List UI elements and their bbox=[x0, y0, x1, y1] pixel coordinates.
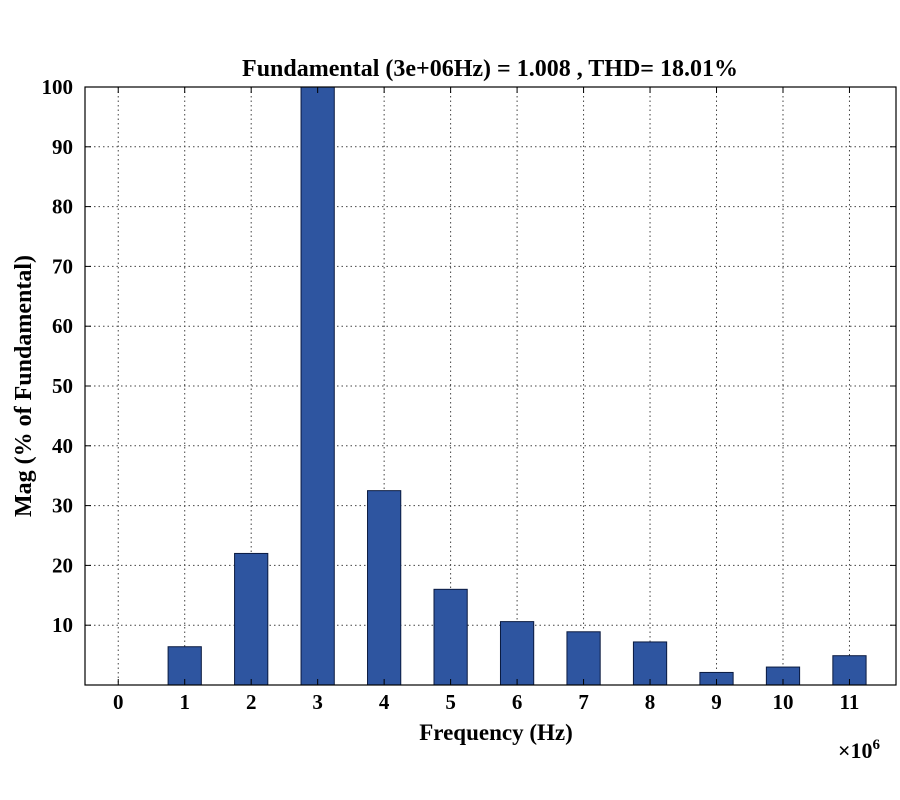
bar-harmonic-4 bbox=[367, 490, 402, 686]
x-tick-label: 11 bbox=[840, 690, 860, 714]
x-axis-multiplier-base: ×10 bbox=[838, 738, 873, 763]
grid-lines bbox=[85, 86, 896, 685]
x-tick-label: 4 bbox=[379, 690, 390, 714]
x-axis-multiplier-exponent: 6 bbox=[873, 737, 881, 753]
y-tick-label: 30 bbox=[52, 494, 73, 518]
bar-harmonic-8 bbox=[632, 641, 668, 686]
x-tick-label: 2 bbox=[246, 690, 257, 714]
x-tick-label: 9 bbox=[711, 690, 722, 714]
y-tick-label: 10 bbox=[52, 613, 73, 637]
tick-marks bbox=[85, 86, 896, 685]
x-tick-label: 8 bbox=[645, 690, 656, 714]
y-tick-label: 90 bbox=[52, 135, 73, 159]
x-tick-label: 7 bbox=[578, 690, 589, 714]
y-tick-label: 40 bbox=[52, 434, 73, 458]
bars bbox=[167, 86, 867, 686]
x-tick-labels: 0 1 2 3 4 5 6 7 8 9 10 11 bbox=[113, 690, 859, 714]
y-tick-label: 60 bbox=[52, 314, 73, 338]
y-tick-labels: 10 20 30 40 50 60 70 80 90 100 bbox=[42, 75, 74, 637]
bar-harmonic-5 bbox=[433, 588, 468, 686]
y-axis-label: Mag (% of Fundamental) bbox=[11, 255, 37, 517]
chart-title: Fundamental (3e+06Hz) = 1.008 , THD= 18.… bbox=[242, 56, 738, 82]
y-tick-label: 80 bbox=[52, 195, 73, 219]
bar-harmonic-6 bbox=[499, 621, 535, 686]
x-tick-label: 5 bbox=[445, 690, 456, 714]
x-tick-label: 1 bbox=[179, 690, 190, 714]
y-tick-label: 20 bbox=[52, 553, 73, 577]
x-tick-label: 10 bbox=[772, 690, 793, 714]
y-tick-label: 70 bbox=[52, 254, 73, 278]
bar-harmonic-2 bbox=[234, 552, 269, 686]
x-axis-multiplier: ×106 bbox=[838, 737, 881, 763]
y-tick-label: 50 bbox=[52, 374, 73, 398]
bar-harmonic-3 bbox=[300, 86, 335, 686]
x-axis-label: Frequency (Hz) bbox=[419, 720, 573, 745]
x-tick-label: 0 bbox=[113, 690, 124, 714]
bar-harmonic-7 bbox=[566, 631, 601, 686]
y-tick-label: 100 bbox=[42, 75, 74, 99]
x-tick-label: 3 bbox=[312, 690, 323, 714]
x-tick-label: 6 bbox=[512, 690, 523, 714]
